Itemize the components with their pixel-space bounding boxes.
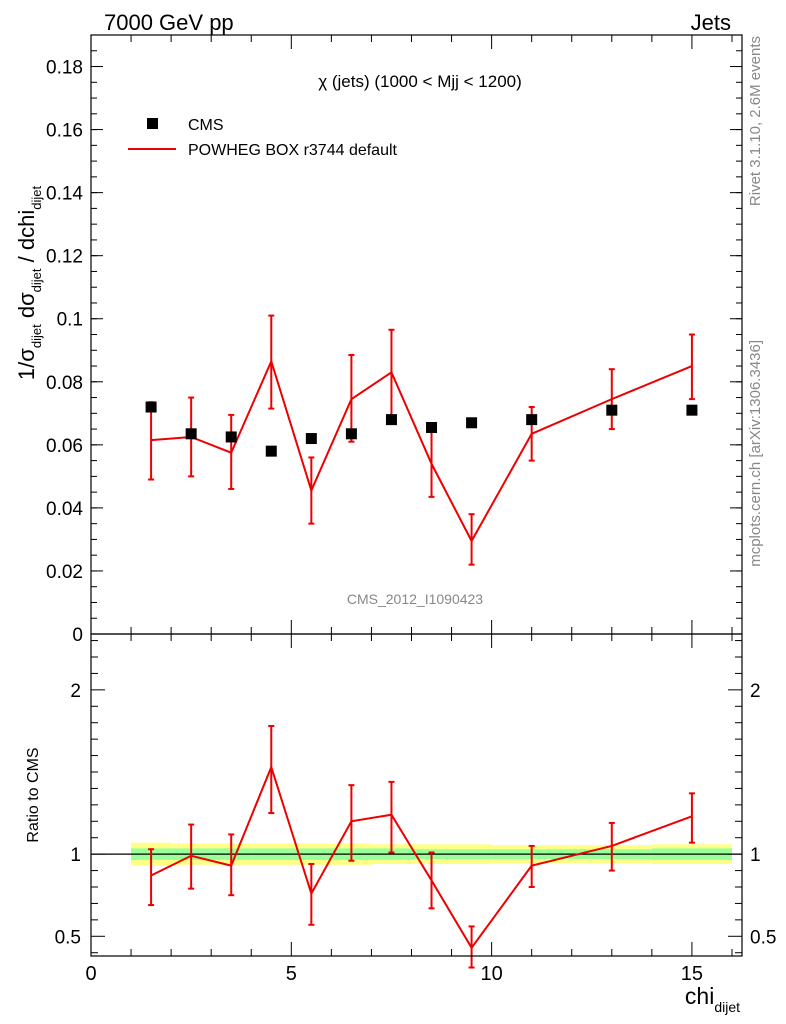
main-ytick-label: 0.04 [46, 499, 83, 520]
ratio-xtick-label: 15 [681, 963, 703, 985]
ratio-plot: 0.5 0.5 1 1 2 2 0 5 10 15 Ratio to CMS chidijet [25, 633, 776, 1015]
cms-data-point [225, 431, 237, 443]
ratio-ylabel: Ratio to CMS [25, 747, 42, 842]
main-ylabel-sub2: dijet [29, 268, 44, 292]
cms-data-point [185, 428, 197, 440]
legend-marker-cms [147, 118, 158, 129]
main-ylabel-sub1: dijet [29, 324, 44, 348]
main-ytick-label: 0.06 [46, 436, 83, 457]
ratio-xtick-label: 0 [85, 963, 96, 985]
cms-data-point [606, 404, 618, 416]
ratio-xlabel-main: chi [685, 983, 714, 1009]
main-ytick-label: 0.02 [46, 562, 83, 583]
ratio-ytick-label-right: 2 [750, 681, 761, 702]
cms-data-point [466, 417, 478, 429]
ratio-ytick-label: 1 [70, 845, 81, 866]
cms-data-point [305, 433, 317, 445]
main-plot-title: χ (jets) (1000 < Mjj < 1200) [318, 72, 522, 91]
ratio-ytick-label-right: 1 [750, 845, 761, 866]
main-ylabel-sub3: dijet [29, 186, 44, 210]
ratio-xlabel: chidijet [685, 983, 740, 1015]
header-left-label: 7000 GeV pp [104, 10, 234, 35]
legend-label-powheg: POWHEG BOX r3744 default [188, 142, 398, 159]
cms-data-point [145, 401, 157, 413]
main-ytick-label: 0 [72, 625, 83, 646]
powheg-line [151, 358, 693, 544]
ratio-xtick-label: 5 [286, 963, 297, 985]
main-ytick-label: 0.18 [46, 58, 83, 79]
ratio-ytick-label-right: 0.5 [750, 927, 776, 948]
main-ytick-label: 0.16 [46, 121, 83, 142]
rivet-version-label: Rivet 3.1.10, 2.6M events [747, 36, 764, 206]
header-right-label: Jets [691, 10, 731, 35]
cms-data-point [385, 414, 397, 426]
cms-data-point [265, 445, 277, 457]
main-ylabel-mid: dσ [14, 292, 39, 324]
main-ytick-label: 0.12 [46, 247, 83, 268]
cms-data-point [526, 414, 538, 426]
cms-data-point [426, 422, 438, 434]
main-ytick-label: 0.1 [57, 310, 83, 331]
legend-label-cms: CMS [188, 117, 224, 134]
ratio-ytick-label: 2 [70, 681, 81, 702]
ratio-xlabel-sub: dijet [714, 999, 740, 1015]
mcplots-label: mcplots.cern.ch [arXiv:1306.3436] [747, 340, 764, 567]
ratio-plot-frame [90, 633, 743, 957]
ratio-ytick-label: 0.5 [55, 927, 81, 948]
ratio-line [150, 764, 693, 950]
cms-data-point [686, 404, 698, 416]
ratio-xtick-label: 10 [480, 963, 502, 985]
main-ylabel-tail: / dchi [14, 210, 39, 269]
legend: CMS POWHEG BOX r3744 default [128, 117, 398, 159]
main-ylabel-part: 1/σ [14, 348, 39, 380]
main-ytick-label: 0.14 [46, 184, 83, 205]
cms-data-point [345, 428, 357, 440]
main-ylabel: 1/σdijet dσdijet / dchidijet [14, 186, 44, 381]
watermark-label: CMS_2012_I1090423 [347, 591, 483, 607]
main-ytick-label: 0.08 [46, 373, 83, 394]
main-plot: 0 0.02 0.04 0.06 0.08 0.1 0.12 0.14 0.16 0.18 χ (… [14, 34, 743, 646]
